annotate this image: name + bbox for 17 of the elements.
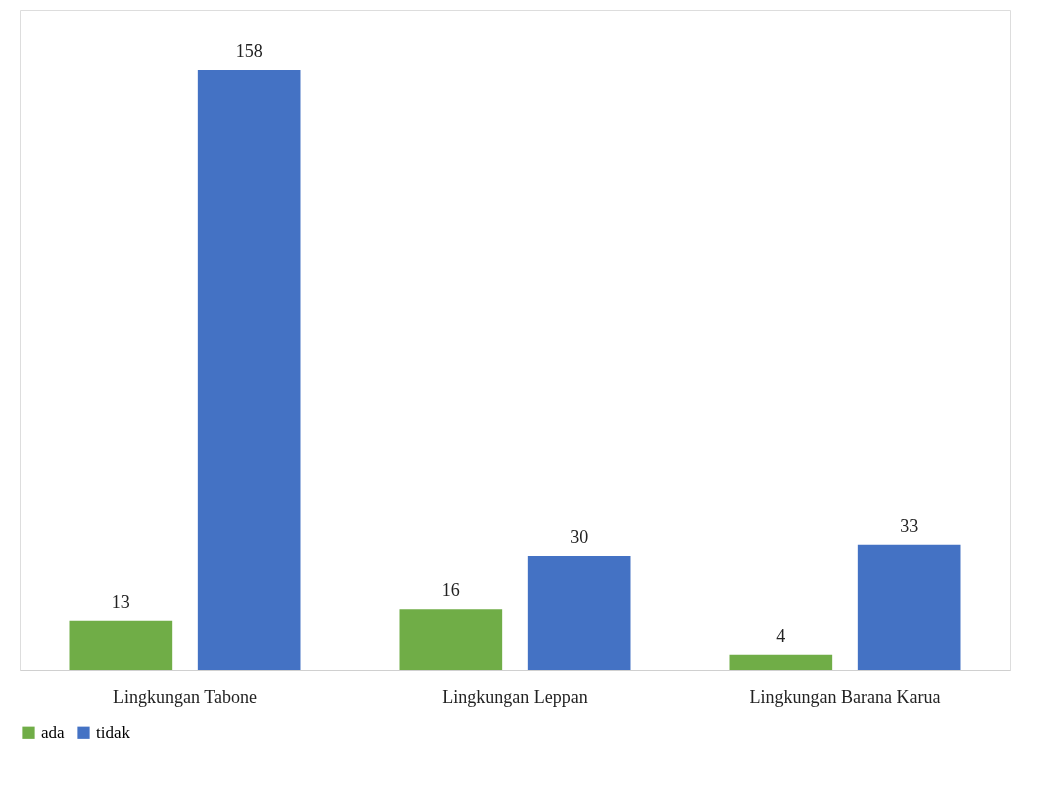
data-label: 30	[570, 527, 589, 548]
bar	[729, 654, 833, 670]
data-label: 33	[900, 515, 919, 536]
bar	[69, 620, 173, 670]
data-label: 4	[776, 625, 786, 646]
legend-label: ada	[41, 722, 66, 742]
legend-label: tidak	[96, 722, 131, 742]
x-tick-label: Lingkungan Leppan	[442, 686, 588, 707]
data-label: 16	[441, 580, 460, 601]
data-label: 13	[111, 591, 130, 612]
bar	[527, 556, 631, 670]
bar	[197, 70, 301, 670]
bar	[857, 544, 961, 670]
x-tick-label: Lingkungan Barana Karua	[749, 686, 941, 707]
x-tick-label: Lingkungan Tabone	[113, 686, 257, 707]
bar	[399, 609, 503, 670]
data-label: 158	[235, 41, 263, 61]
